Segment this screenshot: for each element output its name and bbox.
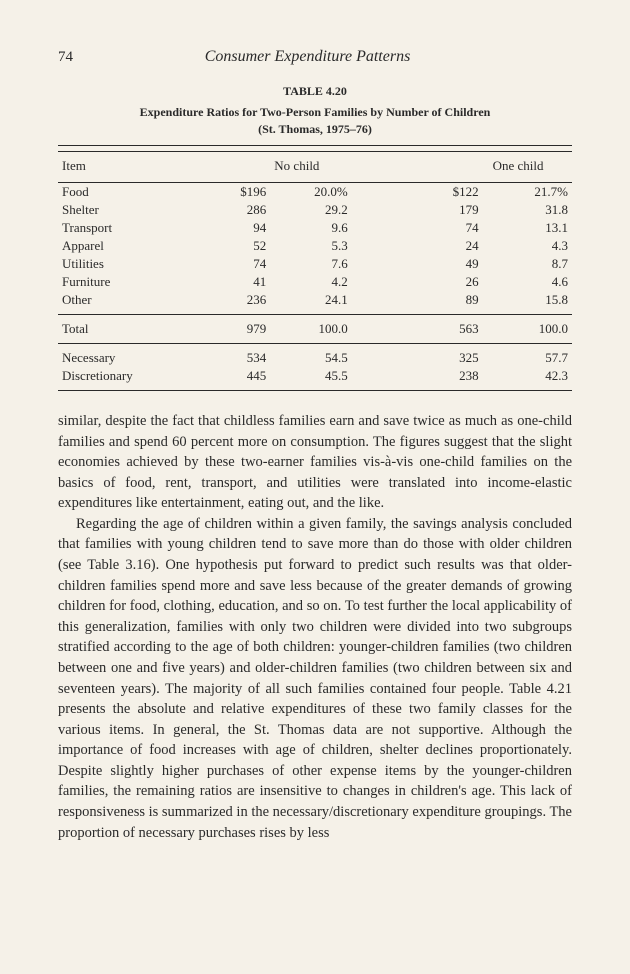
header-group1-label: No child xyxy=(270,152,359,181)
header-group2-label: One child xyxy=(483,152,572,181)
table-row: Transport 94 9.6 74 13.1 xyxy=(58,219,572,237)
page-number: 74 xyxy=(58,49,73,66)
expenditure-table: Item No child One child Food $196 20.0% … xyxy=(58,145,572,391)
table-subcaption: (St. Thomas, 1975–76) xyxy=(58,122,572,137)
table-row: Apparel 52 5.3 24 4.3 xyxy=(58,237,572,255)
book-page: 74 Consumer Expenditure Patterns TABLE 4… xyxy=(0,0,630,974)
running-title: Consumer Expenditure Patterns xyxy=(73,48,542,66)
table-row: Food $196 20.0% $122 21.7% xyxy=(58,183,572,202)
header-group1 xyxy=(181,152,270,181)
header-group2 xyxy=(393,152,482,181)
table-discretionary-row: Discretionary 445 45.5 238 42.3 xyxy=(58,367,572,385)
paragraph: Regarding the age of children within a g… xyxy=(58,514,572,843)
table-header-row: Item No child One child xyxy=(58,152,572,181)
table-row: Shelter 286 29.2 179 31.8 xyxy=(58,201,572,219)
table-necessary-row: Necessary 534 54.5 325 57.7 xyxy=(58,344,572,368)
table-row: Furniture 41 4.2 26 4.6 xyxy=(58,273,572,291)
table-caption: Expenditure Ratios for Two-Person Famili… xyxy=(58,105,572,120)
table-row: Other 236 24.1 89 15.8 xyxy=(58,291,572,309)
header-item: Item xyxy=(58,152,181,181)
paragraph-continuing: similar, despite the fact that childless… xyxy=(58,411,572,514)
table-label: TABLE 4.20 xyxy=(58,84,572,99)
page-header: 74 Consumer Expenditure Patterns xyxy=(58,48,572,66)
table-total-row: Total 979 100.0 563 100.0 xyxy=(58,315,572,339)
table-row: Utilities 74 7.6 49 8.7 xyxy=(58,255,572,273)
body-text: similar, despite the fact that childless… xyxy=(58,411,572,843)
